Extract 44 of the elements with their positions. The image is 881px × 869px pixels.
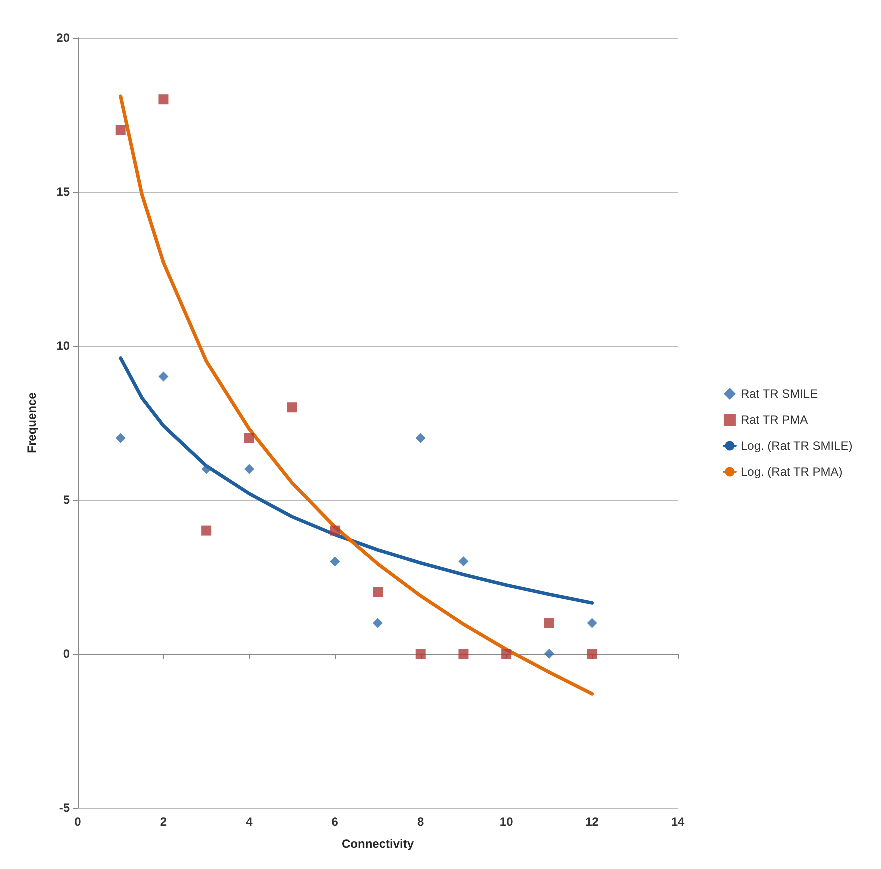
point	[544, 649, 554, 659]
x-tick-label: 10	[500, 815, 514, 829]
x-tick-label: 4	[246, 815, 254, 829]
legend-label: Log. (Rat TR SMILE)	[740, 439, 853, 453]
y-tick-label: 5	[63, 493, 70, 507]
y-axis-title: Frequence	[25, 392, 39, 454]
x-tick-label: 8	[418, 815, 425, 829]
point	[202, 526, 212, 536]
point	[416, 649, 426, 659]
point	[502, 649, 512, 659]
legend-label: Log. (Rat TR PMA)	[740, 465, 843, 479]
line-series	[119, 356, 594, 605]
y-tick-label: 15	[56, 185, 70, 199]
y-tick-label: 0	[63, 647, 70, 661]
x-tick-label: 14	[671, 815, 685, 829]
point	[373, 618, 383, 628]
point	[116, 125, 126, 136]
point	[544, 618, 554, 628]
point	[244, 433, 254, 444]
x-axis-title: Connectivity	[342, 837, 414, 851]
y-tick-label: -5	[59, 801, 70, 815]
point	[116, 433, 126, 444]
x-tick-label: 6	[332, 815, 339, 829]
point	[287, 402, 298, 413]
point	[330, 556, 340, 567]
y-tick-label: 20	[56, 31, 70, 45]
point	[587, 618, 598, 628]
point	[202, 464, 212, 474]
point	[158, 372, 169, 382]
point	[158, 94, 169, 105]
point	[458, 556, 469, 567]
point	[416, 433, 426, 444]
point	[458, 649, 469, 659]
x-tick-label: 12	[586, 815, 600, 829]
y-tick-label: 10	[56, 339, 70, 353]
legend-label: Rat TR SMILE	[740, 387, 818, 401]
point	[244, 464, 254, 474]
x-tick-label: 2	[160, 815, 168, 829]
point	[330, 526, 340, 536]
point	[373, 587, 383, 598]
point	[587, 649, 598, 659]
line-series	[119, 94, 594, 696]
legend-label: Rat TR PMA	[740, 413, 808, 427]
x-tick-label: 0	[74, 815, 82, 829]
